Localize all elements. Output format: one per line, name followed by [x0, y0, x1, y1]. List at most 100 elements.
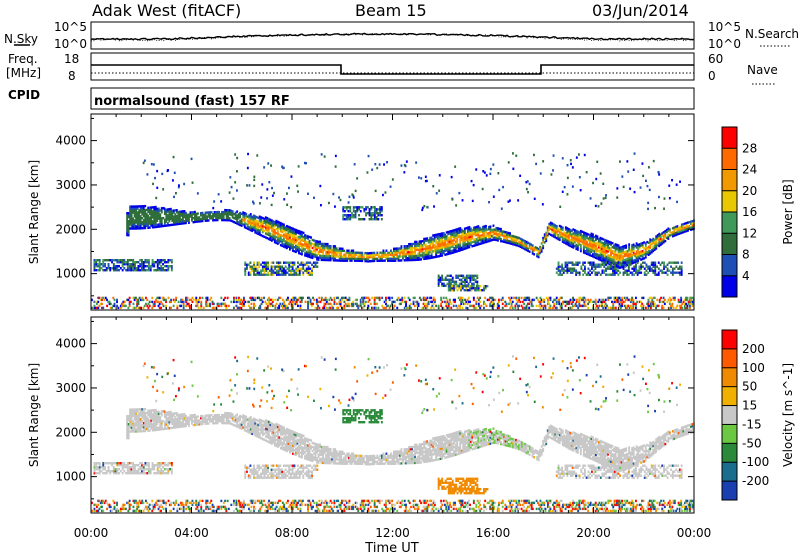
echo-cell [580, 189, 582, 191]
echo-cell [102, 307, 104, 309]
echo-cell [643, 251, 645, 253]
echo-cell [344, 214, 346, 216]
echo-cell [681, 307, 683, 309]
echo-cell [598, 205, 600, 207]
echo-cell [602, 270, 604, 272]
echo-cell [474, 287, 476, 289]
echo-cell [267, 262, 269, 264]
echo-cell [120, 267, 122, 269]
echo-cell [192, 182, 194, 184]
echo-cell [671, 303, 673, 305]
echo-cell [443, 283, 445, 285]
echo-cell [600, 202, 602, 204]
echo-cell [589, 262, 591, 264]
echo-cell [450, 307, 452, 309]
echo-cell [155, 269, 157, 271]
echo-cell [401, 259, 403, 261]
echo-cell [171, 259, 173, 261]
echo-cell [213, 307, 215, 309]
echo-cell [473, 184, 475, 186]
echo-cell [309, 272, 311, 274]
echo-cell [610, 264, 612, 266]
echo-cell [591, 272, 593, 274]
echo-cell [283, 198, 285, 200]
echo-cell [516, 297, 518, 299]
echo-cell [301, 231, 303, 233]
echo-cell [644, 272, 646, 274]
echo-cell [122, 259, 124, 261]
echo-cell [334, 205, 336, 207]
echo-cell [251, 307, 253, 309]
echo-cell [674, 272, 676, 274]
echo-cell [660, 264, 662, 266]
echo-cell [533, 253, 535, 255]
echo-cell [550, 305, 552, 307]
echo-cell [425, 180, 427, 182]
echo-cell [313, 299, 315, 301]
echo-cell [637, 270, 639, 272]
echo-cell [631, 272, 633, 274]
echo-cell [122, 269, 124, 271]
echo-cell [248, 301, 250, 303]
echo-cell [338, 196, 340, 198]
echo-cell [598, 264, 600, 266]
echo-cell [154, 177, 156, 179]
echo-cell [460, 285, 462, 287]
echo-cell [281, 266, 283, 268]
echo-cell [243, 297, 245, 299]
echo-cell [481, 289, 483, 291]
plot-title: Adak West (fitACF) [92, 1, 241, 20]
echo-cell [369, 208, 371, 210]
echo-cell [502, 297, 504, 299]
echo-cell [283, 224, 285, 226]
echo-cell [360, 218, 362, 220]
echo-cell [129, 259, 131, 261]
noise-tick-bottom-left: 10^0 [54, 37, 87, 51]
echo-cell [589, 274, 591, 276]
echo-cell [570, 262, 572, 264]
echo-cell [225, 305, 227, 307]
echo-cell [509, 199, 511, 201]
echo-cell [381, 206, 383, 208]
echo-cell [665, 272, 667, 274]
echo-cell [553, 154, 555, 156]
echo-cell [102, 259, 104, 261]
echo-cell [104, 269, 106, 271]
echo-cell [224, 297, 226, 299]
echo-cell [459, 283, 461, 285]
echo-cell [175, 192, 177, 194]
echo-cell [262, 235, 264, 237]
echo-cell [262, 217, 264, 219]
echo-cell [586, 171, 588, 173]
echo-cell [349, 303, 351, 305]
echo-cell [256, 154, 258, 156]
echo-cell [355, 206, 357, 208]
echo-cell [371, 297, 373, 299]
echo-cell [269, 270, 271, 272]
echo-cell [669, 197, 671, 199]
echo-cell [257, 268, 259, 270]
echo-cell [178, 301, 180, 303]
echo-cell [346, 214, 348, 216]
echo-cell [512, 301, 514, 303]
echo-cell [479, 297, 481, 299]
echo-cell [124, 301, 126, 303]
echo-cell [621, 175, 623, 177]
echo-cell [624, 245, 626, 247]
echo-cell [526, 188, 528, 190]
echo-cell [160, 307, 162, 309]
echo-cell [283, 167, 285, 169]
echo-cell [536, 305, 538, 307]
echo-cell [607, 266, 609, 268]
echo-cell [255, 274, 257, 276]
echo-cell [616, 268, 618, 270]
echo-cell [351, 212, 353, 214]
echo-cell [145, 269, 147, 271]
echo-cell [469, 301, 471, 303]
echo-cell [664, 299, 666, 301]
echo-cell [365, 301, 367, 303]
echo-cell [381, 218, 383, 220]
echo-cell [229, 191, 231, 193]
echo-cell [643, 297, 645, 299]
echo-cell [414, 297, 416, 299]
